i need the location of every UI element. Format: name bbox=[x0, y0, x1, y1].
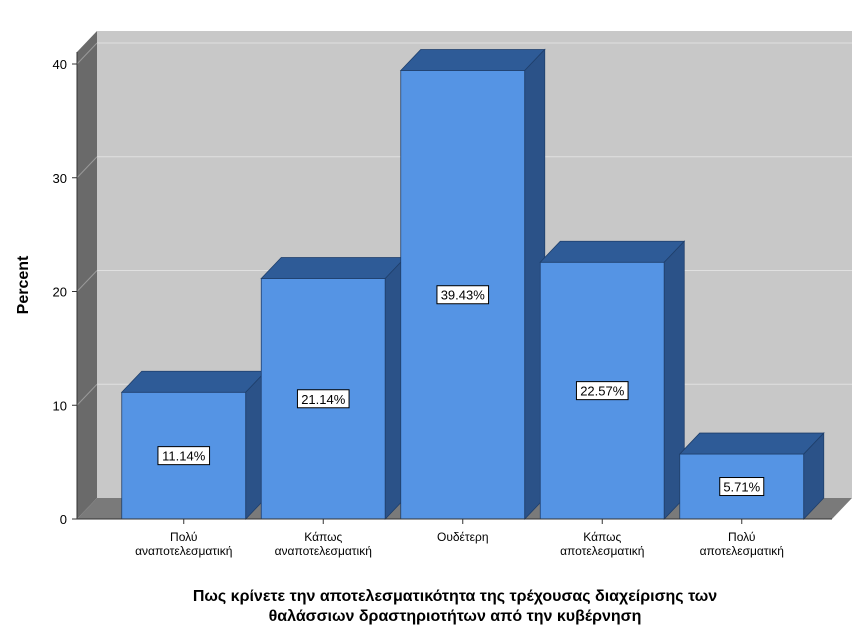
x-axis-title-line: θαλάσσιων δραστηριοτήτων από την κυβέρνη… bbox=[269, 608, 642, 625]
y-axis-title: Percent bbox=[15, 255, 32, 314]
data-label: 22.57% bbox=[580, 384, 625, 399]
x-category-label: αποτελεσματική bbox=[560, 544, 644, 558]
gridline-side bbox=[76, 156, 98, 179]
x-category-label: Ουδέτερη bbox=[437, 530, 489, 544]
data-label-box bbox=[575, 381, 629, 401]
data-label-box bbox=[296, 389, 350, 409]
data-label: 5.71% bbox=[723, 480, 760, 495]
x-category-label: Κάπως bbox=[583, 530, 621, 544]
plot-side-wall bbox=[77, 31, 97, 519]
data-label: 39.43% bbox=[441, 288, 486, 303]
data-label-box bbox=[157, 446, 211, 466]
y-tick-label: 30 bbox=[53, 171, 67, 186]
bar-top bbox=[539, 240, 686, 263]
y-tick-label: 0 bbox=[60, 512, 67, 527]
data-label-box bbox=[719, 477, 765, 497]
bar-top bbox=[120, 370, 267, 393]
bars bbox=[120, 48, 825, 520]
y-tick-label: 10 bbox=[53, 398, 67, 413]
x-category-label: αποτελεσματική bbox=[700, 544, 784, 558]
data-label: 21.14% bbox=[301, 392, 346, 407]
data-labels: 11.14% 21.14% 39.43% 22.57% 5.71% bbox=[157, 285, 765, 497]
x-axis-title: Πως κρίνετε την αποτελεσματικότητα της τ… bbox=[193, 588, 717, 625]
bar-top bbox=[399, 49, 546, 71]
bar-side bbox=[803, 432, 825, 520]
bar-top bbox=[678, 432, 825, 455]
x-axis-title-line: Πως κρίνετε την αποτελεσματικότητα της τ… bbox=[193, 588, 717, 605]
x-axis: ΠολύαναποτελεσματικήΚάπωςαναποτελεσματικ… bbox=[77, 518, 832, 558]
x-category-label: Πολύ bbox=[170, 530, 197, 544]
gridline-side bbox=[76, 42, 98, 65]
y-tick-label: 40 bbox=[53, 57, 67, 72]
y-axis: 0 10 20 30 40 bbox=[53, 52, 78, 527]
gridline-side bbox=[76, 270, 98, 292]
data-label-box bbox=[436, 285, 490, 305]
x-category-label: Κάπως bbox=[304, 530, 342, 544]
gridline-side bbox=[76, 383, 98, 406]
x-category-label: αναποτελεσματική bbox=[135, 544, 232, 558]
data-label: 11.14% bbox=[162, 449, 206, 464]
y-tick-label: 20 bbox=[53, 285, 67, 300]
bar-top bbox=[260, 257, 407, 279]
x-category-label: Πολύ bbox=[728, 530, 755, 544]
x-category-label: αναποτελεσματική bbox=[275, 544, 372, 558]
